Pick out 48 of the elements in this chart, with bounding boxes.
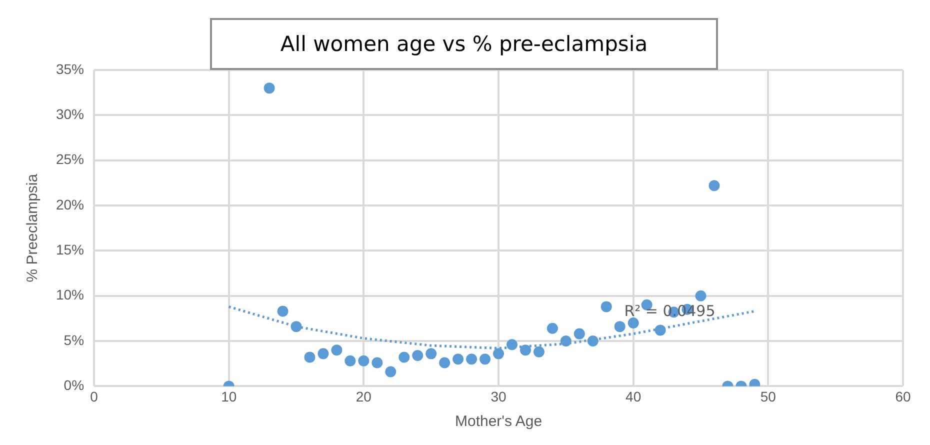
point (587, 336, 598, 347)
y-tick-label: 5% (64, 332, 84, 348)
y-tick-label: 25% (56, 151, 84, 168)
y-tick-label: 20% (56, 196, 84, 212)
point (264, 82, 275, 94)
point (466, 354, 478, 365)
point (439, 357, 450, 368)
point (385, 366, 396, 378)
point (614, 321, 626, 332)
x-tick-label: 50 (760, 388, 776, 404)
y-axis-title: % Preeclampsia (24, 173, 42, 282)
x-axis-title: Mother's Age (454, 413, 542, 430)
point (493, 348, 504, 360)
x-tick-label: 10 (221, 388, 237, 404)
point (277, 306, 288, 317)
x-tick-label: 60 (895, 388, 911, 404)
point (641, 299, 652, 310)
point (452, 354, 464, 365)
y-tick-label: 15% (56, 242, 84, 258)
point (318, 348, 329, 360)
y-tick-label: 30% (56, 106, 84, 122)
point (560, 336, 572, 347)
point (426, 348, 437, 360)
x-tick-label: 20 (356, 388, 372, 404)
x-tick-label: 40 (626, 388, 642, 404)
point (331, 344, 342, 356)
point (358, 355, 370, 366)
point (600, 301, 612, 312)
point (398, 352, 410, 363)
y-tick-label: 10% (56, 286, 84, 303)
point (708, 180, 720, 192)
point (546, 322, 558, 334)
point (520, 344, 531, 356)
point (506, 339, 518, 350)
point (574, 328, 585, 340)
chart-title: All women age vs % pre-eclampsia (210, 18, 718, 70)
point (304, 352, 316, 363)
x-tick-label: 0 (90, 388, 98, 404)
point (480, 354, 491, 365)
y-tick-label: 0% (64, 377, 84, 394)
point (412, 350, 424, 361)
point (533, 346, 544, 358)
point (628, 317, 639, 328)
point (695, 290, 706, 302)
y-tick-label: 35% (56, 60, 84, 77)
point (372, 357, 383, 368)
x-tick-label: 30 (490, 388, 507, 404)
point (344, 355, 356, 366)
